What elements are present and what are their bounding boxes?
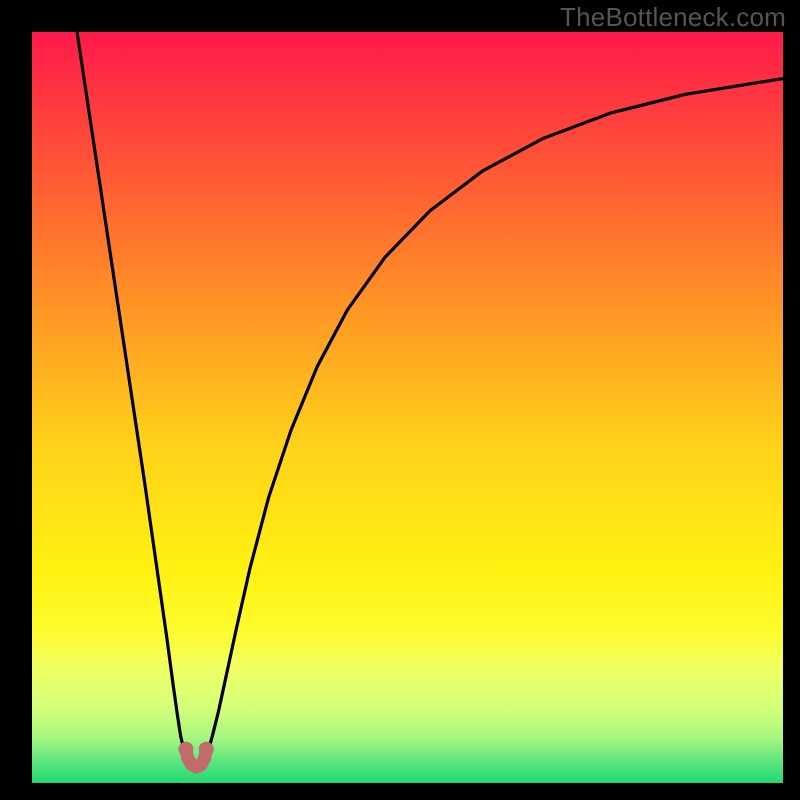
watermark-text: TheBottleneck.com bbox=[560, 2, 786, 33]
plot-area bbox=[32, 32, 783, 783]
curve-left bbox=[77, 32, 186, 754]
curve-right bbox=[206, 79, 783, 755]
curve-layer bbox=[32, 32, 783, 783]
u-dot-left bbox=[178, 742, 193, 757]
u-dot-right bbox=[199, 742, 214, 757]
chart-canvas: TheBottleneck.com bbox=[0, 0, 800, 800]
